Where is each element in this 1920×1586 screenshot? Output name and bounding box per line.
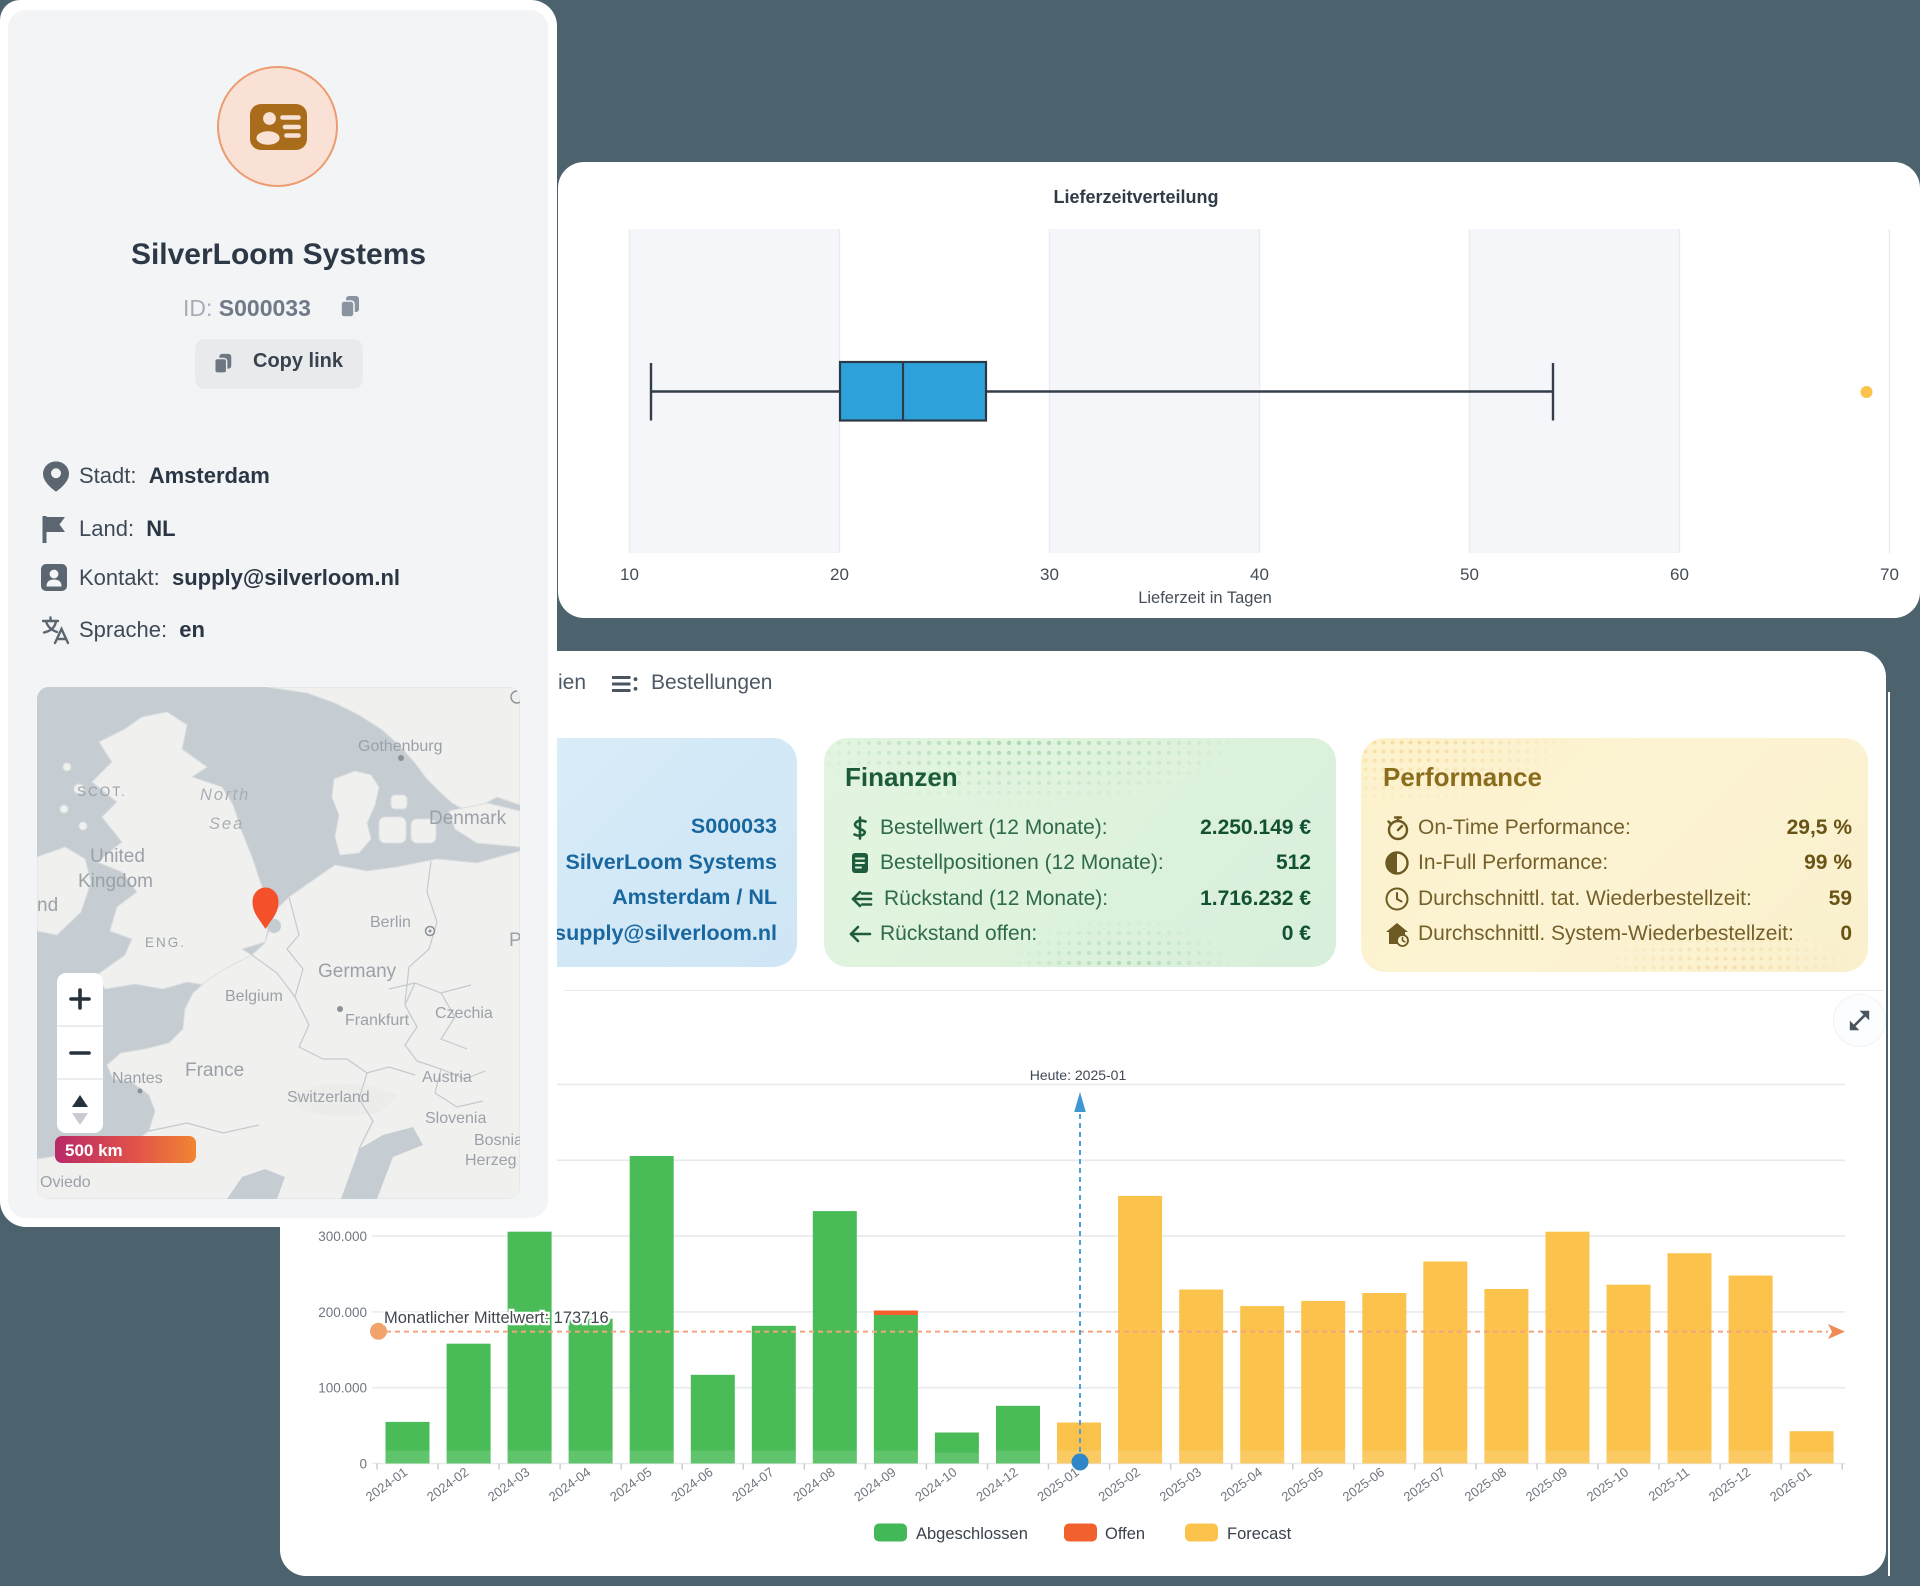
svg-text:Germany: Germany [318, 961, 397, 982]
svg-text:P: P [509, 930, 520, 951]
svg-text:Gothenburg: Gothenburg [358, 738, 443, 755]
svg-text:North: North [200, 786, 250, 804]
svg-text:Heute: 2025-01: Heute: 2025-01 [1030, 1067, 1127, 1083]
svg-text:2024-06: 2024-06 [668, 1464, 715, 1504]
svg-text:20: 20 [830, 565, 849, 584]
svg-text:10: 10 [620, 565, 639, 584]
svg-text:Forecast: Forecast [1227, 1525, 1292, 1543]
svg-text:40: 40 [1250, 565, 1269, 584]
svg-text:2024-08: 2024-08 [790, 1464, 837, 1504]
svg-text:Denmark: Denmark [429, 808, 507, 829]
svg-text:2025-05: 2025-05 [1279, 1464, 1326, 1504]
svg-text:ENG.: ENG. [145, 935, 186, 950]
svg-text:2024-10: 2024-10 [912, 1464, 959, 1504]
svg-text:Lieferzeit in Tagen: Lieferzeit in Tagen [1138, 589, 1272, 607]
svg-text:Sea: Sea [209, 815, 244, 833]
svg-text:Czechia: Czechia [435, 1005, 493, 1022]
svg-text:Belgium: Belgium [225, 988, 283, 1005]
svg-text:2025-12: 2025-12 [1706, 1464, 1753, 1504]
svg-text:Bosnia: Bosnia [474, 1132, 520, 1149]
svg-text:Nantes: Nantes [112, 1070, 163, 1087]
svg-text:Austria: Austria [422, 1069, 472, 1086]
svg-text:Offen: Offen [1105, 1525, 1145, 1543]
svg-text:2025-03: 2025-03 [1157, 1464, 1204, 1504]
svg-text:2026-01: 2026-01 [1767, 1464, 1814, 1504]
svg-text:2025-06: 2025-06 [1340, 1464, 1387, 1504]
svg-text:2025-04: 2025-04 [1218, 1464, 1265, 1504]
svg-text:2024-09: 2024-09 [851, 1464, 898, 1504]
svg-text:2025-10: 2025-10 [1584, 1464, 1631, 1504]
svg-text:2024-03: 2024-03 [485, 1464, 532, 1504]
svg-text:Berlin: Berlin [370, 914, 411, 931]
svg-text:Abgeschlossen: Abgeschlossen [916, 1525, 1028, 1543]
svg-text:2025-08: 2025-08 [1462, 1464, 1509, 1504]
svg-text:Frankfurt: Frankfurt [345, 1012, 410, 1029]
svg-text:70: 70 [1880, 565, 1899, 584]
svg-text:SCOT.: SCOT. [77, 784, 127, 799]
svg-text:2024-01: 2024-01 [363, 1464, 410, 1504]
svg-text:Slovenia: Slovenia [425, 1110, 486, 1127]
svg-text:United: United [90, 846, 145, 867]
svg-text:2024-04: 2024-04 [546, 1464, 593, 1504]
svg-text:France: France [185, 1060, 244, 1081]
svg-text:60: 60 [1670, 565, 1689, 584]
svg-text:2025-11: 2025-11 [1646, 1464, 1693, 1504]
svg-text:50: 50 [1460, 565, 1479, 584]
svg-text:2024-07: 2024-07 [729, 1464, 776, 1504]
svg-text:Monatlicher Mittelwert: 173716: Monatlicher Mittelwert: 173716 [384, 1309, 609, 1327]
svg-text:2024-12: 2024-12 [973, 1464, 1020, 1504]
svg-text:300.000: 300.000 [318, 1229, 367, 1244]
svg-text:2025-09: 2025-09 [1523, 1464, 1570, 1504]
svg-text:Herzeg: Herzeg [465, 1152, 517, 1169]
svg-text:100.000: 100.000 [318, 1381, 367, 1396]
svg-text:500 km: 500 km [65, 1141, 123, 1160]
svg-text:Lieferzeitverteilung: Lieferzeitverteilung [1053, 187, 1218, 207]
svg-text:2025-07: 2025-07 [1401, 1464, 1448, 1504]
svg-text:nd: nd [37, 895, 58, 916]
svg-text:Kingdom: Kingdom [78, 871, 153, 892]
svg-text:30: 30 [1040, 565, 1059, 584]
svg-text:Oviedo: Oviedo [40, 1174, 91, 1191]
svg-text:2025-02: 2025-02 [1095, 1464, 1142, 1504]
svg-text:2025-01: 2025-01 [1034, 1464, 1081, 1504]
svg-text:2024-05: 2024-05 [607, 1464, 654, 1504]
svg-text:Switzerland: Switzerland [287, 1089, 370, 1106]
svg-text:200.000: 200.000 [318, 1305, 367, 1320]
svg-text:0: 0 [359, 1457, 367, 1472]
svg-text:2024-02: 2024-02 [424, 1464, 471, 1504]
